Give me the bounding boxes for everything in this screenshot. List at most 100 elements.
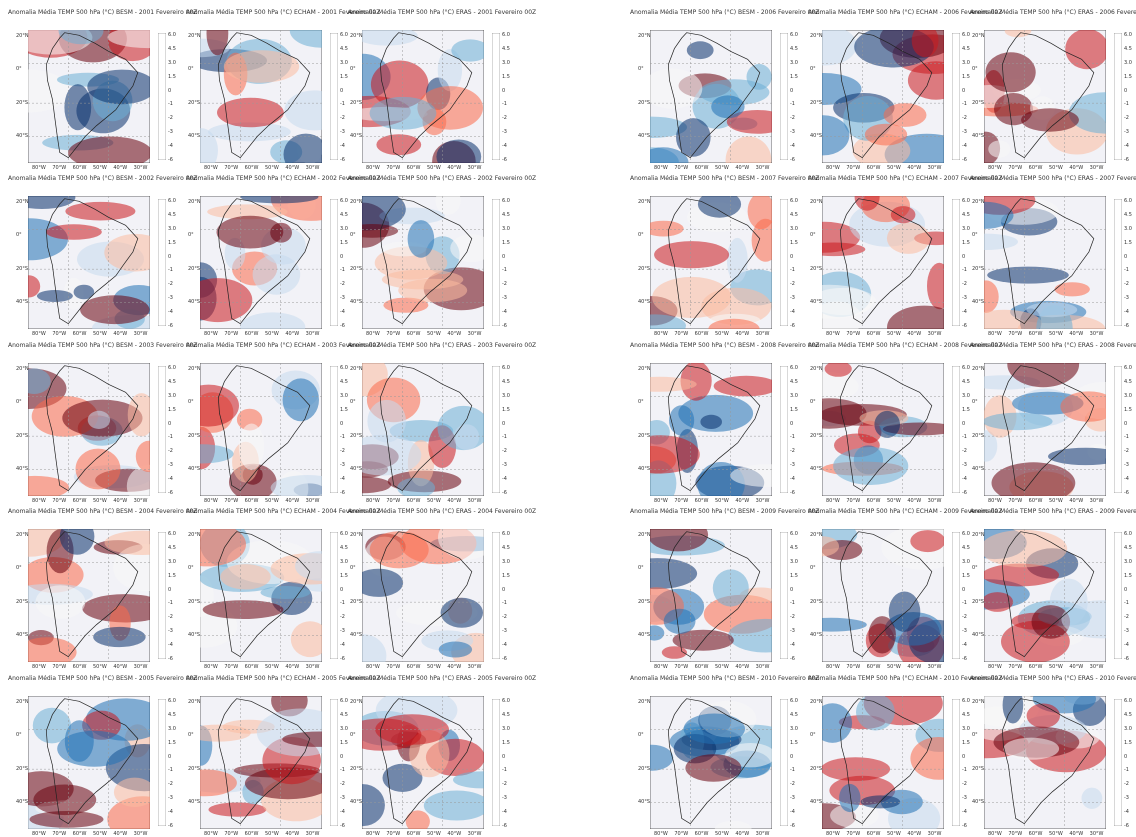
- colorbar-tick-label: -3: [790, 295, 795, 302]
- lon-tick-label: 50°W: [427, 165, 441, 171]
- colorbar-tick-label: 6.0: [340, 32, 348, 38]
- lat-tick-label: 20°N: [188, 532, 201, 538]
- colorbar: [330, 366, 338, 493]
- colorbar-tick-label: -1: [502, 267, 507, 274]
- map-panel: Anomalia Média TEMP 500 hPa (°C) ECHAM -…: [186, 666, 380, 837]
- anomaly-map: [28, 196, 150, 329]
- anomaly-contour: [822, 703, 853, 743]
- coastline: [667, 531, 761, 658]
- lat-tick-label: 20°N: [638, 33, 651, 39]
- lon-tick-label: 80°W: [204, 664, 218, 670]
- colorbar-tick-label: -1: [1124, 434, 1129, 441]
- colorbar-tick-label: 0: [168, 753, 172, 760]
- colorbar-tick-label: -6: [340, 157, 345, 163]
- anomaly-contour: [33, 784, 97, 816]
- colorbar: [780, 366, 788, 493]
- colorbar-tick-label: 1.5: [790, 239, 798, 246]
- colorbar-tick-label: 3.0: [962, 59, 970, 66]
- panel-title: Anomalia Média TEMP 500 hPa (°C) ERAS - …: [348, 9, 537, 16]
- lon-tick-label: 60°W: [866, 664, 881, 670]
- anomaly-map: [984, 196, 1106, 329]
- anomaly-contour: [661, 646, 687, 659]
- colorbar-tick-label: -4: [1124, 642, 1129, 649]
- anomaly-contour: [362, 434, 422, 476]
- anomaly-contour: [87, 410, 111, 429]
- anomaly-contour: [200, 444, 234, 464]
- anomaly-contour: [104, 233, 150, 272]
- anomaly-contour: [73, 284, 95, 300]
- lat-tick-label: 40°S: [188, 298, 201, 305]
- coastline: [1001, 32, 1095, 159]
- lat-tick-label: 20°N: [972, 532, 985, 538]
- anomaly-contour: [295, 551, 322, 581]
- lon-tick-label: 70°W: [846, 664, 861, 670]
- map-panel: Anomalia Média TEMP 500 hPa (°C) ERAS - …: [970, 666, 1136, 837]
- anomaly-contour: [453, 424, 480, 450]
- colorbar-tick-label: 3.0: [790, 59, 798, 66]
- map-panel: Anomalia Média TEMP 500 hPa (°C) ECHAM -…: [808, 499, 1002, 670]
- lon-tick-label: 50°W: [265, 831, 279, 837]
- coastline: [379, 198, 473, 325]
- lon-tick-label: 60°W: [72, 498, 87, 504]
- colorbar-tick-label: -3: [1124, 462, 1129, 469]
- anomaly-contour: [208, 802, 267, 817]
- lon-tick-label: 60°W: [244, 331, 259, 337]
- lon-tick-label: 80°W: [366, 498, 380, 504]
- colorbar-tick-label: 1.5: [962, 739, 970, 746]
- colorbar: [1114, 33, 1122, 160]
- lon-tick-label: 40°W: [447, 498, 462, 504]
- coastline: [217, 32, 311, 159]
- colorbar-tick-label: -6: [340, 323, 345, 329]
- lat-tick-label: 40°S: [638, 298, 651, 305]
- colorbar-tick-label: 0: [1124, 253, 1128, 260]
- panel-title: Anomalia Média TEMP 500 hPa (°C) BESM - …: [8, 675, 198, 682]
- anomaly-map: [984, 696, 1106, 829]
- colorbar-tick-label: 6.0: [168, 32, 176, 38]
- colorbar-tick-label: 3.0: [168, 725, 176, 732]
- colorbar-tick-label: 4.5: [340, 544, 348, 551]
- lat-tick-label: 40°S: [350, 631, 363, 638]
- coastline: [839, 531, 933, 658]
- colorbar-tick-label: -2: [340, 448, 345, 455]
- colorbar-tick-label: 0: [962, 420, 966, 427]
- colorbar-tick-label: 0: [502, 87, 506, 94]
- anomaly-contour: [907, 61, 944, 100]
- map-panel: Anomalia Média TEMP 500 hPa (°C) ECHAM -…: [808, 166, 1002, 337]
- colorbar-tick-label: 0: [962, 87, 966, 94]
- map-panel: Anomalia Média TEMP 500 hPa (°C) ERAS - …: [348, 166, 536, 337]
- lat-tick-label: 40°S: [16, 132, 29, 139]
- anomaly-contour: [93, 626, 146, 648]
- colorbar-tick-label: -3: [340, 295, 345, 302]
- anomaly-contour: [75, 448, 121, 490]
- map-panel: Anomalia Média TEMP 500 hPa (°C) BESM - …: [8, 166, 197, 337]
- colorbar-tick-label: 6.0: [962, 531, 970, 537]
- map-panel: Anomalia Média TEMP 500 hPa (°C) BESM - …: [630, 0, 819, 171]
- panel-title: Anomalia Média TEMP 500 hPa (°C) ECHAM -…: [808, 508, 1003, 515]
- map-panel: Anomalia Média TEMP 500 hPa (°C) ERAS - …: [348, 499, 536, 670]
- lon-tick-label: 70°W: [846, 165, 861, 171]
- lat-tick-label: 0°: [350, 565, 356, 572]
- colorbar-tick-label: -6: [1124, 157, 1129, 163]
- lat-tick-label: 0°: [350, 399, 356, 406]
- anomaly-contour: [1007, 363, 1080, 388]
- colorbar-tick-label: 3.0: [1124, 392, 1132, 399]
- colorbar-tick-label: -3: [502, 628, 507, 635]
- lon-tick-label: 80°W: [366, 165, 380, 171]
- lat-tick-label: 20°S: [638, 432, 651, 439]
- colorbar-tick-label: 3.0: [168, 59, 176, 66]
- colorbar-tick-label: 1.5: [790, 739, 798, 746]
- lat-tick-label: 0°: [810, 732, 816, 739]
- coastline: [45, 531, 139, 658]
- anomaly-contour: [1060, 391, 1106, 422]
- panel-title: Anomalia Média TEMP 500 hPa (°C) ERAS - …: [970, 508, 1136, 515]
- lon-tick-label: 50°W: [93, 498, 107, 504]
- anomaly-contour: [854, 196, 880, 211]
- colorbar-tick-label: -4: [962, 476, 967, 483]
- map-panel: Anomalia Média TEMP 500 hPa (°C) ECHAM -…: [808, 333, 1002, 504]
- map-panel: Anomalia Média TEMP 500 hPa (°C) ECHAM -…: [186, 0, 380, 171]
- colorbar-tick-label: -3: [1124, 628, 1129, 635]
- colorbar-tick-label: 6.0: [1124, 198, 1132, 204]
- colorbar-tick-label: 0: [168, 420, 172, 427]
- colorbar-tick-label: 1.5: [1124, 73, 1132, 80]
- lon-tick-label: 50°W: [93, 664, 107, 670]
